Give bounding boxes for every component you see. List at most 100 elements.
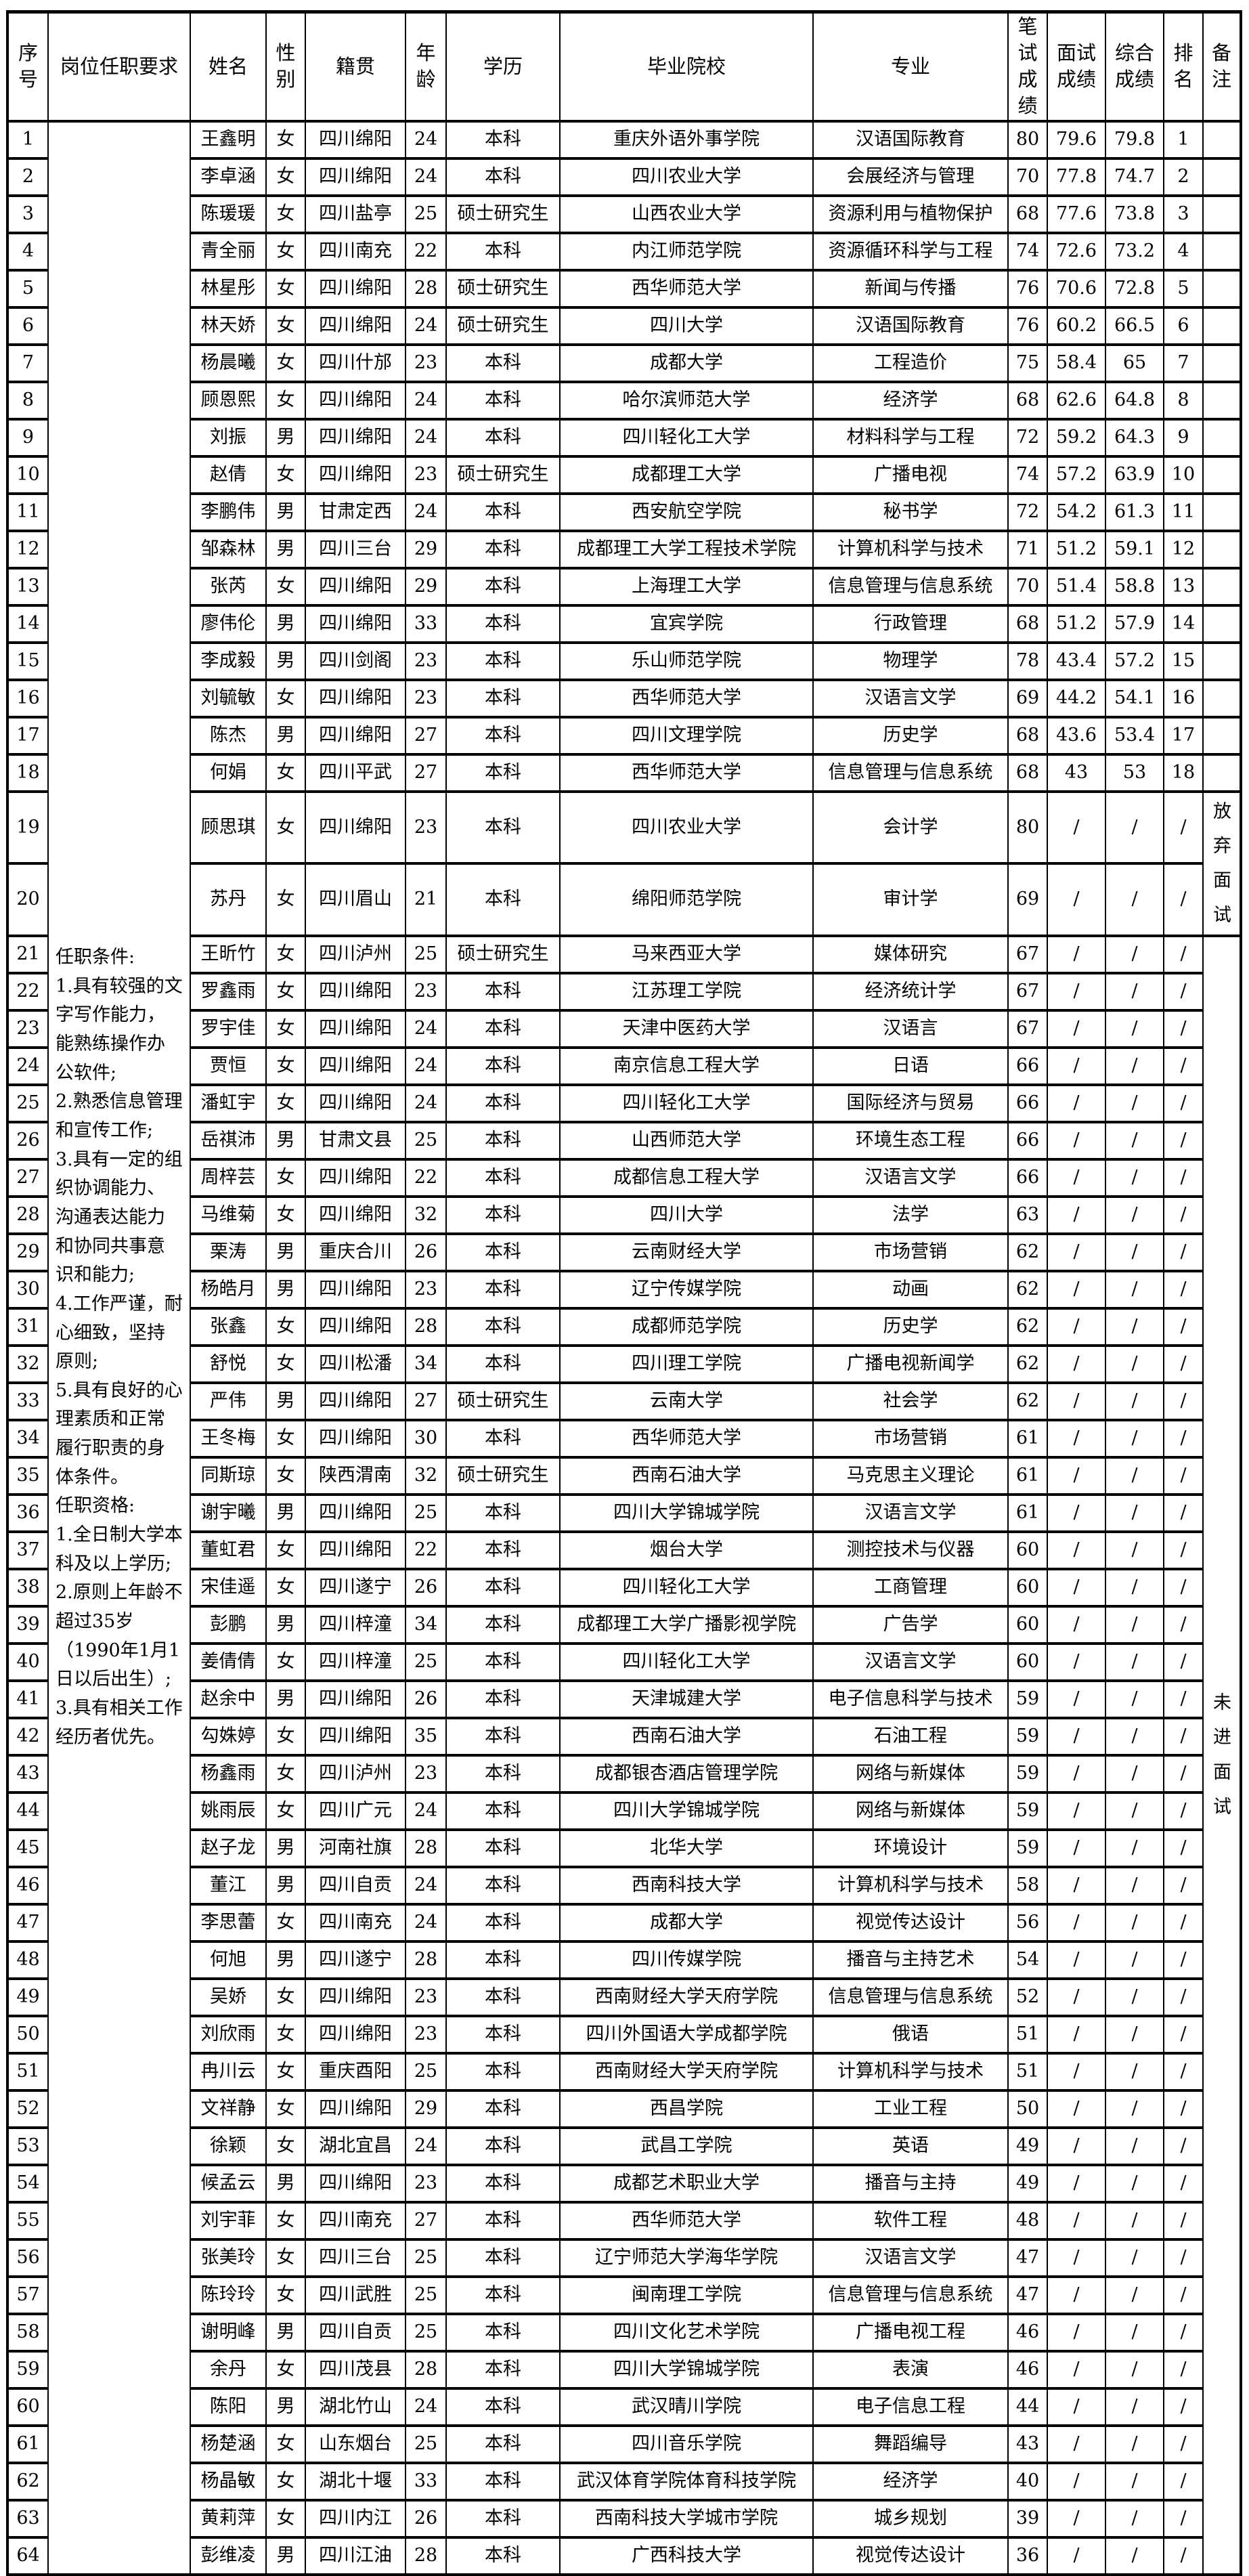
table-row: 48 何旭男四川遂宁 28 本科 四川传媒学院 播音与主持艺术 54// / — [7, 1939, 1241, 1980]
interview-score-cell: 58.4 — [1047, 343, 1106, 383]
interview-score-cell: 77.8 — [1047, 156, 1106, 197]
gender-cell: 女 — [265, 2200, 306, 2241]
native-place-cell: 四川南充 — [305, 231, 406, 272]
rank-cell: 9 — [1163, 417, 1204, 458]
name-cell: 杨晨曦 — [190, 343, 267, 383]
age-cell: 32 — [405, 1195, 447, 1235]
education-cell: 本科 — [445, 1828, 561, 1868]
interview-score-cell: 54.2 — [1047, 492, 1106, 532]
age-cell: 29 — [405, 529, 447, 570]
overall-score-cell: 66.5 — [1105, 305, 1164, 346]
col-header-gender: 性别 — [265, 10, 306, 123]
gender-cell: 女 — [265, 1344, 306, 1384]
name-cell: 苏丹 — [190, 862, 267, 937]
name-cell: 刘振 — [190, 417, 267, 458]
major-cell: 经济学 — [812, 380, 1009, 421]
major-cell: 播音与主持 — [812, 2163, 1009, 2204]
name-cell: 严伟 — [190, 1381, 267, 1421]
written-score-cell: 52 — [1007, 1977, 1048, 2017]
overall-score-cell: / — [1105, 1939, 1164, 1980]
gender-cell: 女 — [265, 2126, 306, 2166]
gender-cell: 女 — [265, 566, 306, 607]
table-row: 11 李鹏伟男甘肃定西 24 本科 西安航空学院 秘书学 72 54.2 61.3 11 — [7, 492, 1242, 532]
native-place-cell: 重庆酉阳 — [305, 2051, 406, 2092]
gender-cell: 女 — [265, 305, 306, 346]
serial-cell: 7 — [7, 343, 49, 383]
age-cell: 24 — [405, 305, 447, 346]
university-cell: 四川文化艺术学院 — [559, 2312, 814, 2353]
education-cell: 本科 — [445, 678, 561, 718]
university-cell: 西安航空学院 — [559, 492, 814, 532]
name-cell: 陈玲玲 — [190, 2275, 267, 2315]
major-cell: 法学 — [812, 1195, 1009, 1235]
name-cell: 陈杰 — [190, 715, 267, 756]
interview-score-cell: / — [1047, 1716, 1106, 1757]
gender-cell: 男 — [265, 715, 306, 756]
name-cell: 董虹君 — [190, 1530, 267, 1570]
rank-cell: / — [1163, 2461, 1204, 2502]
table-row: 44 姚雨辰女四川广元 24 本科 四川大学锦城学院 网络与新媒体 59// / — [7, 1790, 1241, 1831]
rank-cell: / — [1163, 2498, 1204, 2539]
major-cell: 城乡规划 — [812, 2498, 1009, 2539]
native-place-cell: 湖北宜昌 — [305, 2126, 406, 2166]
serial-cell: 10 — [7, 454, 49, 495]
education-cell: 本科 — [445, 380, 561, 421]
serial-cell: 60 — [7, 2386, 49, 2427]
table-row: 35 同斯琼女陕西渭南 32 硕士研究生 西南石油大学 马克思主义理论 61// / — [7, 1455, 1241, 1496]
interview-score-cell: / — [1047, 2535, 1106, 2576]
overall-score-cell: / — [1105, 1195, 1164, 1235]
native-place-cell: 四川绵阳 — [305, 1679, 406, 1719]
name-cell: 宋佳遥 — [190, 1567, 267, 1608]
age-cell: 27 — [405, 2200, 447, 2241]
written-score-cell: 44 — [1007, 2386, 1048, 2427]
education-cell: 本科 — [445, 529, 561, 570]
rank-cell: 1 — [1163, 119, 1204, 160]
written-score-cell: 74 — [1007, 454, 1048, 495]
name-cell: 谢明峰 — [190, 2312, 267, 2353]
gender-cell: 男 — [265, 1232, 306, 1272]
interview-score-cell: 51.4 — [1047, 566, 1106, 607]
name-cell: 杨皓月 — [190, 1269, 267, 1310]
gender-cell: 女 — [265, 752, 306, 793]
age-cell: 29 — [405, 2088, 447, 2129]
written-score-cell: 59 — [1007, 1679, 1048, 1719]
serial-cell: 3 — [7, 194, 49, 234]
age-cell: 24 — [405, 1902, 447, 1943]
name-cell: 何娟 — [190, 752, 267, 793]
university-cell: 武昌工学院 — [559, 2126, 814, 2166]
major-cell: 播音与主持艺术 — [812, 1939, 1009, 1980]
interview-score-cell: / — [1047, 2014, 1106, 2055]
gender-cell: 男 — [265, 2535, 306, 2576]
education-cell: 本科 — [445, 862, 561, 937]
native-place-cell: 四川绵阳 — [305, 715, 406, 756]
education-cell: 本科 — [445, 2163, 561, 2204]
overall-score-cell: 57.9 — [1105, 603, 1164, 644]
rank-cell: / — [1163, 2386, 1204, 2427]
major-cell: 汉语言文学 — [812, 1493, 1009, 1533]
name-cell: 余丹 — [190, 2349, 267, 2390]
overall-score-cell: / — [1105, 2498, 1164, 2539]
serial-cell: 17 — [7, 715, 49, 756]
table-row: 26 岳祺沛男甘肃文县 25 本科 山西师范大学 环境生态工程 66// / — [7, 1120, 1241, 1161]
col-header-age: 年龄 — [405, 10, 447, 123]
table-row: 63 黄莉萍女四川内江 26 本科 西南科技大学城市学院 城乡规划 39// / — [7, 2498, 1241, 2539]
education-cell: 本科 — [445, 715, 561, 756]
written-score-cell: 68 — [1007, 715, 1048, 756]
serial-cell: 54 — [7, 2163, 49, 2204]
age-cell: 22 — [405, 231, 447, 272]
age-cell: 28 — [405, 268, 447, 309]
overall-score-cell: 74.7 — [1105, 156, 1164, 197]
serial-cell: 6 — [7, 305, 49, 346]
university-cell: 武汉体育学院体育科技学院 — [559, 2461, 814, 2502]
gender-cell: 男 — [265, 1865, 306, 1906]
education-cell: 本科 — [445, 1679, 561, 1719]
university-cell: 烟台大学 — [559, 1530, 814, 1570]
major-cell: 视觉传达设计 — [812, 1902, 1009, 1943]
education-cell: 本科 — [445, 1977, 561, 2017]
university-cell: 武汉晴川学院 — [559, 2386, 814, 2427]
interview-score-cell: / — [1047, 1120, 1106, 1161]
table-row: 8 顾恩熙女四川绵阳 24 本科 哈尔滨师范大学 经济学 68 62.6 64.8 8 — [7, 380, 1242, 421]
interview-score-cell: 51.2 — [1047, 603, 1106, 644]
overall-score-cell: 57.2 — [1105, 641, 1164, 681]
gender-cell: 男 — [265, 1828, 306, 1868]
